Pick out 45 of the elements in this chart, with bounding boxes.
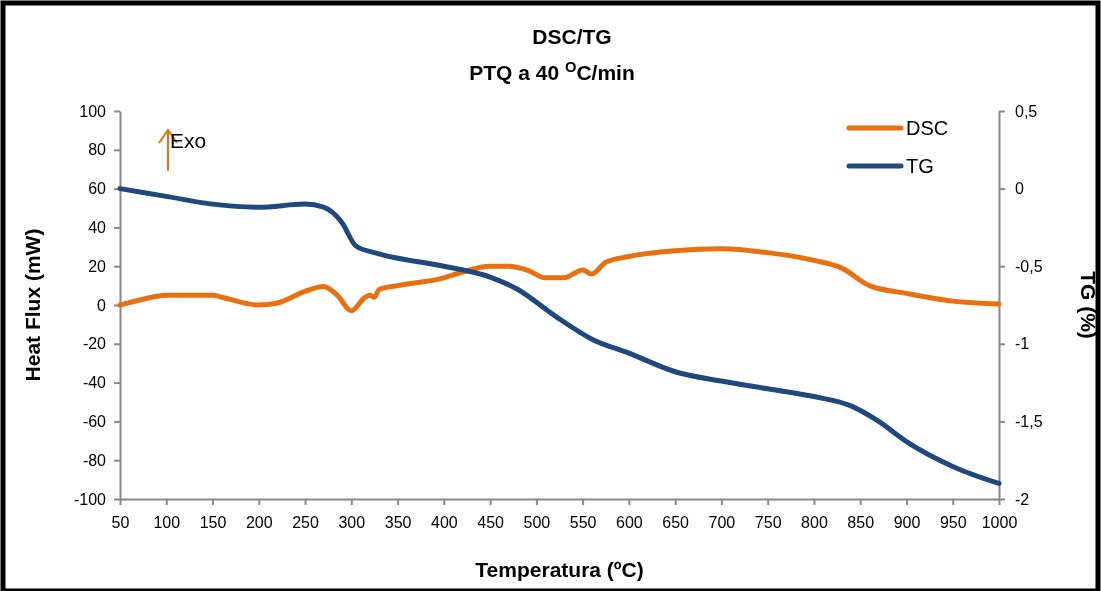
x-tick-label: 550: [569, 514, 597, 532]
chart-subtitle: PTQ a 40 $^{O}$C/min: [469, 59, 635, 84]
y2-axis-title: TG (%): [1077, 271, 1100, 339]
y2-tick-label: -1: [1015, 335, 1030, 353]
x-tick-label: 250: [292, 514, 319, 532]
y2-tick-label: -0,5: [1015, 257, 1043, 275]
legend-label: TG: [906, 155, 934, 177]
x-axis-title: Temperatura (ºC): [475, 558, 644, 581]
x-tick-label: 800: [801, 514, 828, 532]
y-tick-label: 20: [88, 257, 107, 275]
y-axis-title: Heat Flux (mW): [21, 228, 44, 382]
x-tick-label: 700: [708, 514, 736, 532]
x-tick-label: 100: [153, 514, 181, 532]
x-tick-label: 200: [245, 514, 273, 532]
x-tick-label: 600: [616, 514, 643, 532]
x-tick-label: 500: [523, 514, 551, 532]
legend-label: DSC: [906, 117, 949, 139]
y2-tick-label: -2: [1015, 490, 1030, 508]
x-tick-label: 400: [430, 514, 458, 532]
chart-title: DSC/TG: [532, 25, 612, 48]
annotation: Exo: [170, 129, 207, 152]
x-tick-label: 150: [199, 514, 227, 532]
x-tick-label: 950: [939, 514, 967, 532]
x-tick-label: 300: [338, 514, 366, 532]
x-tick-label: 50: [111, 514, 130, 532]
x-tick-label: 350: [384, 514, 412, 532]
y2-tick-label: 0,5: [1015, 102, 1038, 120]
x-tick-label: 750: [754, 514, 782, 532]
x-tick-label: 900: [893, 514, 921, 532]
y-tick-label: 60: [88, 180, 107, 198]
x-tick-label: 1000: [981, 514, 1018, 532]
y-tick-label: -20: [82, 335, 107, 353]
y-tick-label: 100: [79, 102, 107, 120]
y-tick-label: -80: [82, 451, 107, 469]
y-tick-label: -60: [82, 413, 107, 431]
y-tick-label: -100: [73, 490, 107, 508]
y-tick-label: 80: [88, 141, 107, 159]
y-tick-label: 40: [88, 219, 107, 237]
x-tick-label: 850: [847, 514, 875, 532]
x-tick-label: 650: [662, 514, 690, 532]
y2-tick-label: 0: [1015, 180, 1024, 198]
y2-tick-label: -1,5: [1015, 413, 1043, 431]
x-tick-label: 450: [477, 514, 505, 532]
y-tick-label: 0: [97, 296, 107, 314]
y-tick-label: -40: [82, 374, 107, 392]
